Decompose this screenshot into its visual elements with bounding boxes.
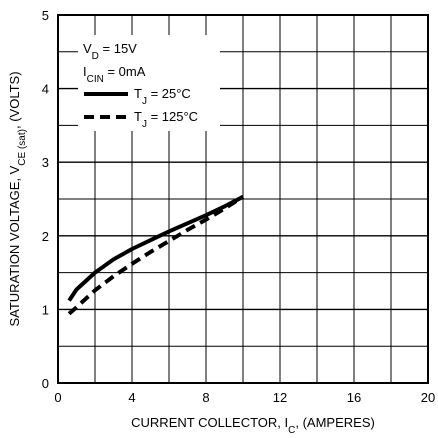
x-axis-label: CURRENT COLLECTOR, IC, (AMPERES) [131,415,375,436]
condition-icin: ICIN = 0mA [83,64,146,85]
y-tick-label: 1 [42,302,49,317]
series-line-25c [67,195,244,302]
y-tick-label: 4 [42,82,49,97]
x-tick-label: 0 [54,390,61,405]
series-line-125c [67,195,245,316]
y-tick-label: 0 [42,376,49,391]
plot-frame [57,14,429,384]
y-tick-label: 5 [42,8,49,23]
legend-label-125c: TJ = 125°C [134,109,198,130]
legend-label-25c: TJ = 25°C [134,86,191,107]
y-tick-label: 2 [42,229,49,244]
x-tick-label: 8 [202,390,209,405]
axis-labels: CURRENT COLLECTOR, IC, (AMPERES) SATURATI… [7,71,375,435]
x-tick-label: 12 [273,390,287,405]
x-tick-label: 16 [347,390,361,405]
condition-vd: VD = 15V [83,41,137,62]
x-tick-label: 20 [421,390,435,405]
x-tick-label: 4 [128,390,135,405]
series-group [67,195,245,316]
y-tick-label: 3 [42,155,49,170]
y-axis-label: SATURATION VOLTAGE, VCE (sat), (VOLTS) [7,71,28,326]
